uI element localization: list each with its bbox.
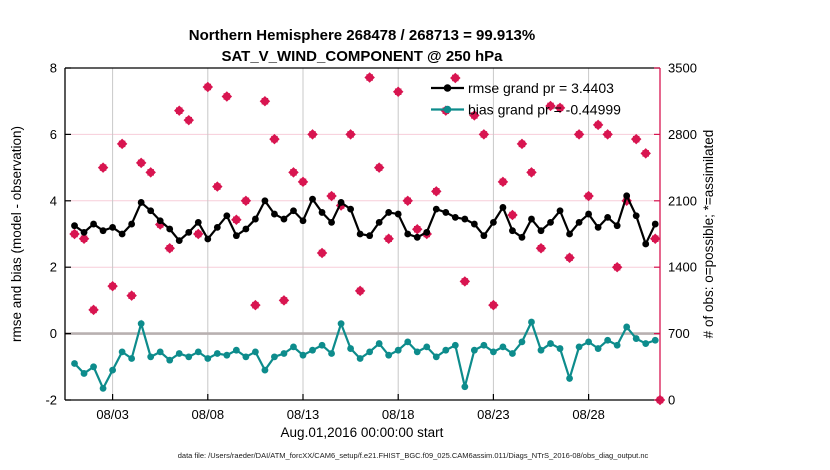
x-tick-label: 08/03	[96, 407, 129, 422]
left-y-tick-label: 6	[50, 127, 57, 142]
left-y-tick-label: 0	[50, 326, 57, 341]
right-y-tick-label: 700	[668, 326, 690, 341]
tick-labels: 08/03 08/08 08/13 08/18 08/23 08/28 -2 0 2 4 6 8 0 70…	[45, 61, 696, 423]
x-tick-label: 08/13	[287, 407, 320, 422]
legend-line-samples	[431, 84, 464, 114]
right-y-tick-label: 2100	[668, 193, 697, 208]
right-y-tick-label: 1400	[668, 260, 697, 275]
left-y-axis-label: rmse and bias (model - observation)	[9, 126, 24, 342]
x-tick-label: 08/28	[572, 407, 605, 422]
chart-title-line1: Northern Hemisphere 268478 / 268713 = 99…	[189, 27, 535, 44]
axes-spines-and-ticks	[64, 67, 661, 401]
x-axis-label: Aug.01,2016 00:00:00 start	[281, 425, 444, 440]
right-y-tick-label: 2800	[668, 127, 697, 142]
right-y-axis-label: # of obs: o=possible; *=assimilated	[701, 130, 716, 339]
left-y-tick-label: 2	[50, 260, 57, 275]
legend-label-bias: bias grand pr = -0.44999	[468, 102, 621, 118]
left-y-tick-label: -2	[45, 393, 57, 408]
right-y-tick-label: 0	[668, 393, 675, 408]
left-y-tick-label: 8	[50, 61, 57, 76]
x-tick-label: 08/18	[382, 407, 415, 422]
bias-line-series	[71, 318, 659, 392]
obs-count-scatter	[69, 72, 666, 406]
x-tick-label: 08/08	[192, 407, 225, 422]
right-y-tick-label: 3500	[668, 61, 697, 76]
left-y-tick-label: 4	[50, 193, 57, 208]
rmse-line-series	[71, 192, 659, 248]
x-tick-label: 08/23	[477, 407, 510, 422]
chart-title-line2: SAT_V_WIND_COMPONENT @ 250 hPa	[221, 48, 503, 65]
data-file-footer: data file: /Users/raeder/DAI/ATM_forcXX/…	[178, 451, 649, 460]
legend-bias-marker	[443, 105, 452, 114]
legend-label-rmse: rmse grand pr = 3.4403	[468, 80, 614, 96]
legend-rmse-marker	[443, 84, 452, 92]
